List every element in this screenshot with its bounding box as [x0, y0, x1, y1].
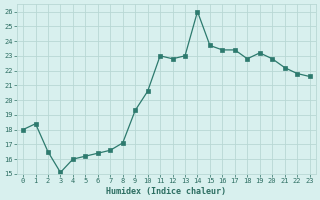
X-axis label: Humidex (Indice chaleur): Humidex (Indice chaleur) [106, 187, 226, 196]
